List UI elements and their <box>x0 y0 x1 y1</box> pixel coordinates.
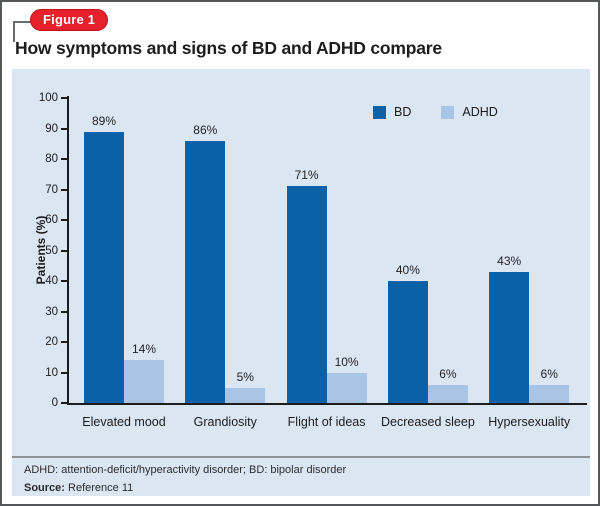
abbreviations-note: ADHD: attention-deficit/hyperactivity di… <box>24 464 347 476</box>
y-tick-label-80: 80 <box>45 153 58 165</box>
value-label-bd-elevated-mood: 89% <box>91 113 117 128</box>
x-tick-label-grandiosity: Grandiosity <box>193 415 257 429</box>
y-tick-0 <box>61 402 67 404</box>
legend-swatch-adhd <box>441 105 455 119</box>
y-tick-30 <box>61 310 67 313</box>
value-label-adhd-grandiosity: 5% <box>236 369 254 384</box>
y-tick-label-100: 100 <box>38 92 58 104</box>
y-tick-label-60: 60 <box>45 214 58 226</box>
source-note: Source: Reference 11 <box>24 482 133 494</box>
bar-adhd-flight-of-ideas <box>326 372 367 403</box>
y-tick-label-40: 40 <box>45 275 58 287</box>
x-tick-label-hypersexuality: Hypersexuality <box>488 415 571 429</box>
value-label-adhd-elevated-mood: 14% <box>131 342 157 357</box>
y-tick-80 <box>61 158 67 160</box>
value-label-adhd-flight-of-ideas: 10% <box>334 354 359 369</box>
legend-item-bd: BD <box>373 105 411 119</box>
x-tick-label-decreased-sleep: Decreased sleep <box>380 415 475 429</box>
value-label-bd-hypersexuality: 43% <box>497 253 522 268</box>
y-tick-label-50: 50 <box>45 244 58 257</box>
footer-divider <box>12 456 590 458</box>
y-tick-60 <box>61 219 67 221</box>
source-text: Reference 11 <box>64 482 134 494</box>
bar-bd-grandiosity <box>185 140 226 403</box>
legend-label-adhd: ADHD <box>462 105 498 119</box>
chart-panel: Patients (%) BD ADHD 0 10 20 30 40 50 60 70 80 90 1… <box>12 69 590 496</box>
bar-adhd-hypersexuality <box>529 384 570 403</box>
y-tick-label-30: 30 <box>45 305 58 318</box>
bar-bd-elevated-mood <box>84 131 124 403</box>
y-tick-40 <box>61 280 67 282</box>
y-tick-label-20: 20 <box>45 336 58 348</box>
value-label-bd-flight-of-ideas: 71% <box>294 168 319 183</box>
value-label-adhd-decreased-sleep: 6% <box>439 366 457 381</box>
y-tick-70 <box>61 188 67 191</box>
corner-bracket-vertical <box>13 21 15 42</box>
figure-badge: Figure 1 <box>30 9 109 31</box>
y-tick-label-90: 90 <box>45 122 58 135</box>
figure-title: How symptoms and signs of BD and ADHD co… <box>15 38 442 58</box>
y-tick-90 <box>61 127 67 130</box>
bar-adhd-grandiosity <box>225 387 266 403</box>
y-tick-50 <box>61 249 67 252</box>
legend-label-bd: BD <box>394 105 412 119</box>
y-tick-20 <box>61 341 67 343</box>
x-tick-label-elevated-mood: Elevated mood <box>82 415 166 429</box>
value-label-bd-decreased-sleep: 40% <box>395 263 420 277</box>
corner-bracket-horizontal <box>13 21 35 23</box>
y-tick-100 <box>61 97 67 99</box>
y-tick-10 <box>61 371 67 374</box>
legend-swatch-bd <box>373 105 386 119</box>
legend-item-adhd: ADHD <box>441 105 498 119</box>
y-axis-line <box>67 96 69 405</box>
y-tick-label-70: 70 <box>45 183 58 196</box>
bar-adhd-elevated-mood <box>124 360 164 403</box>
bar-bd-decreased-sleep <box>387 281 428 403</box>
chart-legend: BD ADHD <box>373 105 498 119</box>
bar-bd-flight-of-ideas <box>286 186 327 403</box>
source-label: Source: <box>24 482 65 494</box>
y-tick-label-10: 10 <box>45 366 58 379</box>
y-tick-label-0: 0 <box>51 397 58 409</box>
bar-adhd-decreased-sleep <box>427 384 468 403</box>
bar-bd-hypersexuality <box>489 271 530 403</box>
value-label-bd-grandiosity: 86% <box>193 122 218 137</box>
x-axis-line <box>67 403 587 405</box>
x-tick-label-flight-of-ideas: Flight of ideas <box>287 415 366 429</box>
value-label-adhd-hypersexuality: 6% <box>540 366 558 381</box>
